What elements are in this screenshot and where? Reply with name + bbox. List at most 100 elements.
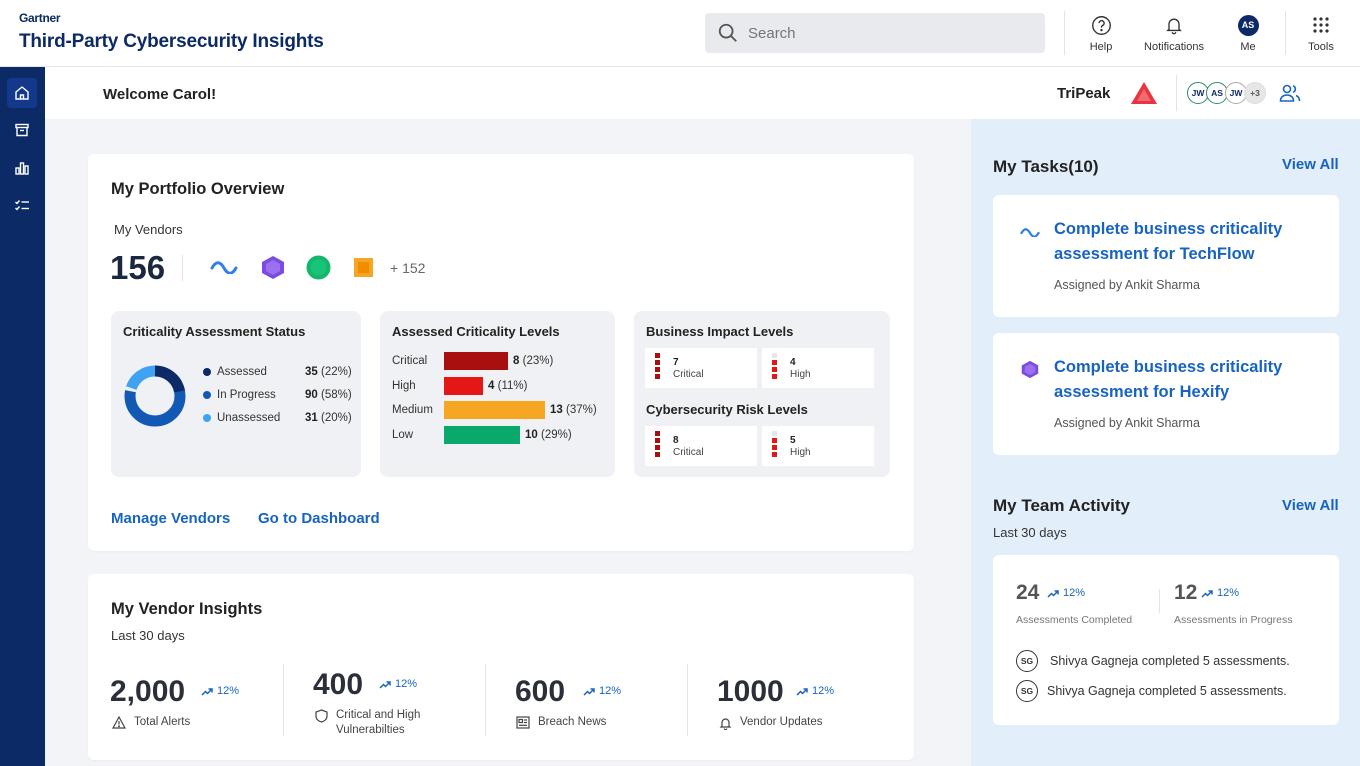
tools-button[interactable]: Tools: [1305, 14, 1337, 53]
bar-value: 13 (37%): [550, 404, 597, 416]
task-title[interactable]: Complete business criticality assessment…: [1054, 358, 1283, 401]
impact-count: 7: [673, 357, 679, 368]
tasks-view-all-link[interactable]: View All: [1282, 156, 1339, 173]
risk-critical-box[interactable]: 8 Critical: [645, 426, 757, 466]
search-box[interactable]: [705, 13, 1045, 53]
bar-label: Medium: [392, 404, 433, 416]
criticality-status-title: Criticality Assessment Status: [123, 324, 306, 339]
search-input[interactable]: [748, 24, 1028, 42]
activity-row: SG Shivya Gagneja completed 5 assessments…: [1016, 680, 1287, 702]
insight-label[interactable]: Total Alerts: [112, 715, 190, 730]
team-avatar[interactable]: JW: [1225, 82, 1247, 104]
team-more-badge[interactable]: +3: [1244, 82, 1266, 104]
level-meter: [772, 353, 777, 381]
insight-trend: 12%: [796, 685, 834, 697]
level-meter: [655, 431, 660, 459]
bar-count: 13: [550, 404, 563, 416]
vendor-more-count[interactable]: + 152: [390, 260, 426, 276]
checklist-icon: [15, 200, 29, 211]
insight-label-text: Critical and High Vulnerabilties: [336, 709, 421, 736]
nav-vendors[interactable]: [7, 115, 37, 145]
legend-label: Assessed: [217, 366, 267, 378]
legend-count: 90: [305, 389, 318, 401]
insight-label[interactable]: Vendor Updates: [719, 715, 822, 730]
bar-count: 8: [513, 355, 520, 367]
vendors-label: My Vendors: [114, 222, 183, 237]
nav-tasks[interactable]: [7, 191, 37, 221]
manage-vendors-link[interactable]: Manage Vendors: [111, 510, 231, 527]
square-logo-icon[interactable]: [354, 258, 373, 277]
risk-label: Critical: [673, 447, 704, 458]
trend-up-icon: [379, 680, 391, 689]
risk-count: 8: [673, 435, 679, 446]
wave-logo-icon: [1020, 228, 1040, 237]
bar-chart-icon: [15, 162, 29, 175]
legend-assessed: Assessed: [203, 366, 267, 378]
notifications-label: Notifications: [1144, 41, 1204, 53]
legend-count: 31: [305, 412, 318, 424]
help-button[interactable]: Help: [1085, 14, 1117, 53]
divider: [283, 664, 284, 736]
vendor-insights-card: My Vendor Insights Last 30 days 2,000 12…: [88, 574, 914, 760]
task-assigned-by: Assigned by Ankit Sharma: [1054, 278, 1200, 292]
impact-count: 4: [790, 357, 796, 368]
nav-analytics[interactable]: [7, 153, 37, 183]
archive-icon: [15, 123, 29, 137]
legend-dot: [203, 368, 211, 376]
user-avatar[interactable]: SG: [1016, 650, 1038, 672]
user-avatar[interactable]: SG: [1016, 680, 1038, 702]
impact-critical-box[interactable]: 7 Critical: [645, 348, 757, 388]
portfolio-overview-card: My Portfolio Overview My Vendors 156 + 1…: [88, 154, 914, 551]
manage-team-icon[interactable]: [1279, 83, 1301, 103]
bar-pct: (23%): [522, 355, 554, 367]
legend-value: 35 (22%): [305, 366, 352, 378]
trend-value: 12%: [395, 678, 418, 690]
trend-value: 12%: [1217, 587, 1240, 599]
bar-value: 8 (23%): [513, 355, 553, 367]
insight-trend: 12%: [379, 678, 417, 690]
trend-value: 12%: [217, 685, 240, 697]
divider: [687, 664, 688, 736]
impact-label: Critical: [673, 369, 704, 380]
team-view-all-link[interactable]: View All: [1282, 497, 1339, 514]
progress-trend: 12%: [1201, 587, 1239, 599]
hexagon-logo-icon[interactable]: [261, 255, 285, 280]
trend-value: 12%: [812, 685, 835, 697]
profile-button[interactable]: AS Me: [1236, 14, 1260, 53]
risk-high-box[interactable]: 5 High: [762, 426, 874, 466]
nav-home[interactable]: [7, 78, 37, 108]
completed-trend: 12%: [1047, 587, 1085, 599]
task-title[interactable]: Complete business criticality assessment…: [1054, 220, 1283, 263]
notifications-button[interactable]: Notifications: [1139, 14, 1209, 53]
go-to-dashboard-link[interactable]: Go to Dashboard: [258, 510, 380, 527]
insight-label-text: Vendor Updates: [740, 716, 823, 728]
right-panel: My Tasks(10) View All Complete business …: [971, 119, 1360, 766]
divider: [1159, 589, 1160, 613]
news-icon: [516, 716, 530, 729]
impact-risk-card: Business Impact Levels 7 Critical 4 High…: [634, 311, 890, 477]
legend-label: Unassessed: [217, 412, 281, 424]
trend-up-icon: [583, 687, 595, 696]
bar-count: 10: [525, 429, 538, 441]
insight-label[interactable]: Critical and High Vulnerabilties: [315, 708, 445, 738]
legend-unassessed: Unassessed: [203, 412, 280, 424]
legend-dot: [203, 414, 211, 422]
legend-value: 90 (58%): [305, 389, 352, 401]
risk-label: High: [790, 447, 811, 458]
wave-logo-icon[interactable]: [210, 260, 238, 274]
team-activity-card: 24 12% Assessments Completed 12 12% Asse…: [993, 555, 1339, 725]
task-card[interactable]: Complete business criticality assessment…: [993, 195, 1339, 317]
activity-text: Shivya Gagneja completed 5 assessments.: [1050, 654, 1290, 668]
impact-high-box[interactable]: 4 High: [762, 348, 874, 388]
legend-label: In Progress: [217, 389, 276, 401]
app-title[interactable]: Third-Party Cybersecurity Insights: [19, 31, 324, 52]
circle-logo-icon[interactable]: [306, 255, 331, 280]
bell-icon: [1166, 18, 1182, 35]
welcome-text: Welcome Carol!: [103, 86, 217, 103]
legend-pct: (22%): [321, 366, 352, 378]
bar-low: [444, 426, 520, 444]
grid-icon: [1313, 17, 1329, 33]
task-card[interactable]: Complete business criticality assessment…: [993, 333, 1339, 455]
criticality-donut-chart: [124, 365, 186, 427]
insight-label[interactable]: Breach News: [516, 715, 606, 730]
